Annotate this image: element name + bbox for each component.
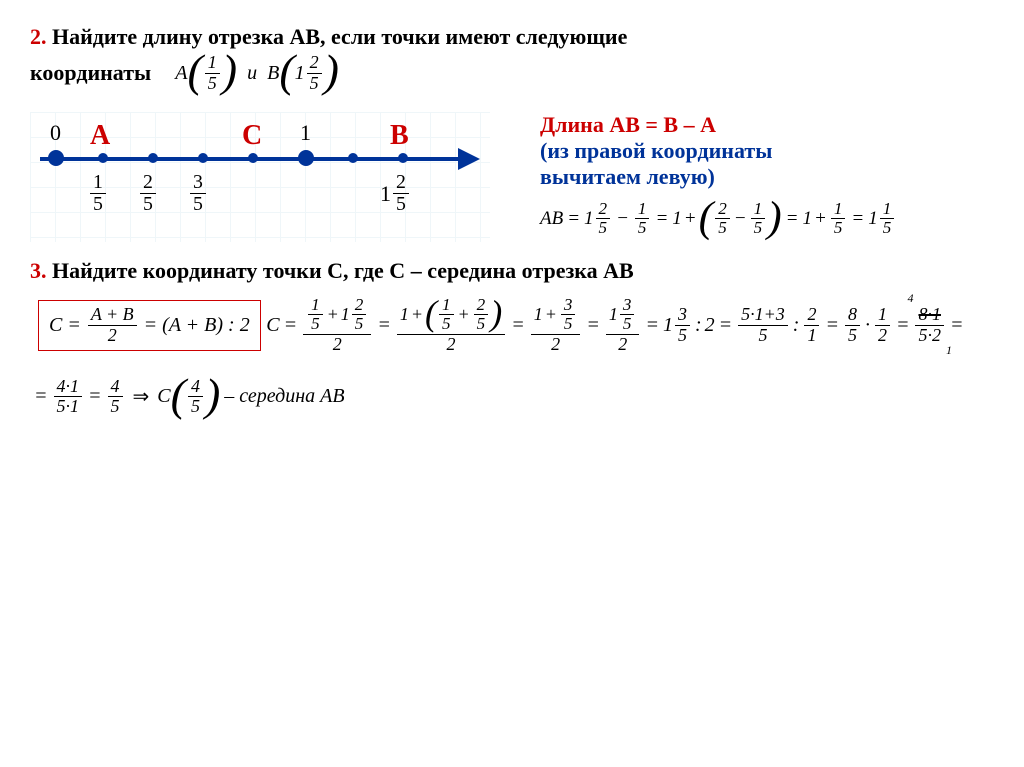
coord-A: A ( 15 ): [175, 53, 237, 94]
side-line1: Длина АВ = В – А: [540, 112, 1020, 138]
problem2-text1: Найдите длину отрезка АВ, если точки име…: [52, 24, 627, 49]
side-line2: (из правой координаты: [540, 138, 1020, 164]
label-0: 0: [50, 120, 61, 146]
number-line: 0 А С 1 В 15 25 35 1 25: [30, 112, 490, 242]
c-calc-line1: C = 15 + 1 25 2 = 1 + ( 15 + 25 ) 2 = 1 …: [266, 296, 967, 355]
problem2-number: 2.: [30, 24, 47, 49]
arrow-icon: [458, 148, 480, 170]
label-B: В: [390, 120, 409, 152]
letter-B: B: [267, 62, 279, 85]
b-num: 2: [307, 53, 322, 74]
a-den: 5: [205, 74, 220, 94]
b-den: 5: [307, 74, 322, 94]
problem3-text: Найдите координату точки С, где С – сере…: [52, 258, 634, 283]
tick-label-B: 1 25: [380, 172, 411, 217]
label-C: С: [242, 120, 262, 152]
tick-label-3: 35: [188, 172, 208, 217]
b-whole: 1: [295, 62, 305, 85]
label-1: 1: [300, 120, 311, 146]
a-num: 1: [205, 53, 220, 74]
ab-calc: AB = 1 25 − 15 = 1 + ( 25 − 15 ) = 1 + 1…: [540, 200, 896, 239]
letter-A: A: [175, 62, 187, 85]
problem3-number: 3.: [30, 258, 47, 283]
midpoint-formula-box: C = A + B 2 = (A + B) : 2: [38, 300, 261, 351]
side-line3: вычитаем левую): [540, 164, 1020, 190]
problem2-heading: 2. Найдите длину отрезка АВ, если точки …: [30, 20, 994, 53]
side-explanation: Длина АВ = В – А (из правой координаты в…: [540, 112, 1020, 239]
result-text: – середина AB: [224, 385, 344, 408]
tick-label-2: 25: [138, 172, 158, 217]
coord-B: B ( 1 25 ): [267, 53, 339, 94]
label-A: А: [90, 120, 110, 152]
problem2-text2: координаты: [30, 60, 151, 86]
c-calc-line2: = 4·15·1 = 45 ⇒ C ( 45 ) – середина AB: [30, 377, 345, 418]
and-text: и: [247, 62, 257, 85]
ab-label: AB: [540, 208, 563, 230]
problem3-heading: 3. Найдите координату точки С, где С – с…: [30, 258, 994, 284]
tick-label-1: 15: [88, 172, 108, 217]
implies-icon: ⇒: [133, 384, 150, 409]
